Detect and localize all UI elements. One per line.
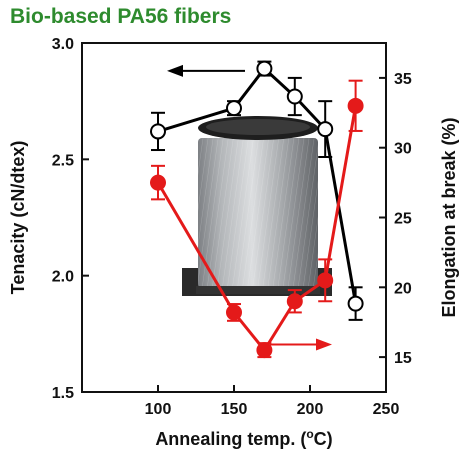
y-tick-label: 3.0 [52,36,74,53]
y2-tick-label: 15 [394,350,412,367]
series-line [157,66,358,304]
series-line [156,105,358,353]
series-elongation [150,79,364,359]
data-point [317,121,334,138]
right-arrow-head [316,338,332,351]
data-point [286,293,303,310]
data-point [226,100,242,117]
y-axis-label: Tenacity (cN/dtex) [8,141,28,295]
x-axis-label-text: Annealing temp. ( [155,429,306,449]
y-tick-label: 2.0 [52,269,74,286]
data-point [256,60,273,77]
x-axis-label: Annealing temp. (oC) [155,427,332,449]
x-tick-label: 100 [145,401,172,418]
y2-tick-label: 30 [394,141,412,158]
data-point [150,123,166,140]
fiber-spool-image [182,116,332,296]
data-point [347,295,364,312]
x-tick-label: 250 [373,401,400,418]
data-point [150,174,166,191]
series-tenacity [150,60,364,321]
data-point [286,88,303,105]
left-arrow-head [167,64,183,77]
x-axis-label-degree: o [306,427,313,441]
chart-title: Bio-based PA56 fibers [10,5,231,28]
y-tick-label: 1.5 [52,385,74,402]
y2-tick-label: 25 [394,211,412,228]
x-tick-label: 150 [221,401,248,418]
x-tick-label: 200 [297,401,324,418]
y2-axis-label: Elongation at break (%) [439,117,459,317]
data-point [226,304,242,321]
x-axis-label-unit: C) [314,429,333,449]
y2-tick-label: 35 [394,71,412,88]
y-tick-label: 2.5 [52,152,74,169]
data-point [256,342,273,359]
y2-tick-label: 20 [394,280,412,297]
data-point [317,272,334,289]
data-point [347,97,364,114]
